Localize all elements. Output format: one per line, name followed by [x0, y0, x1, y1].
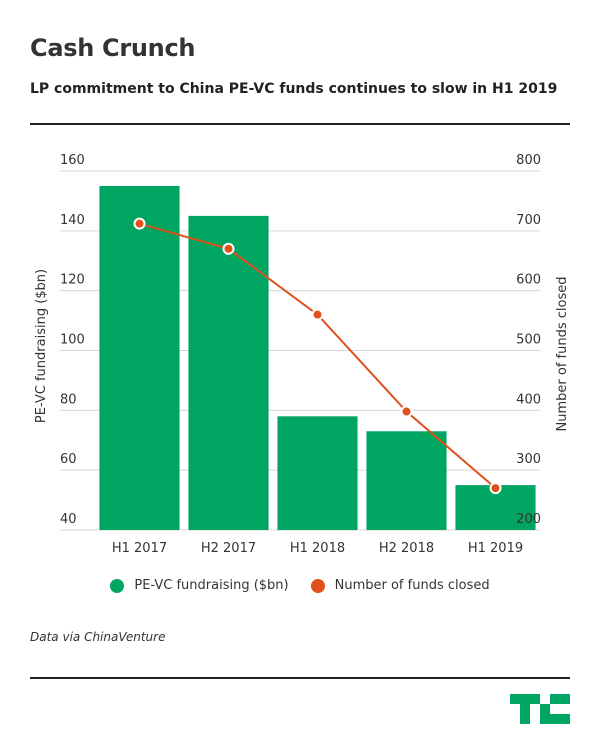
bar-series [99, 185, 536, 531]
legend-item-bars: PE-VC fundraising ($bn) [110, 578, 289, 593]
combo-chart: 40 60 80 100 120 140 160 200 300 400 500 600 700 800… [34, 153, 570, 556]
legend-line-swatch [310, 578, 325, 593]
legend-item-line: Number of funds closed [310, 578, 490, 593]
x-tick-label: H2 2017 [201, 541, 256, 556]
x-tick-label: H1 2019 [468, 541, 523, 556]
source-note: Data via ChinaVenture [30, 630, 166, 644]
bar [366, 431, 447, 530]
right-tick-label: 700 [516, 213, 541, 228]
bar [188, 215, 269, 530]
techcrunch-logo [510, 694, 570, 724]
left-axis-ticks: 40 60 80 100 120 140 160 [60, 153, 85, 527]
line-point [222, 242, 235, 255]
right-axis-label: Number of funds closed [555, 277, 570, 432]
right-tick-label: 200 [516, 512, 541, 527]
bottom-divider [30, 677, 570, 679]
left-tick-label: 60 [60, 452, 77, 467]
right-tick-label: 400 [516, 392, 541, 407]
x-tick-label: H2 2018 [379, 541, 434, 556]
right-tick-label: 500 [516, 333, 541, 348]
x-tick-label: H1 2018 [290, 541, 345, 556]
line-point [489, 482, 502, 495]
legend-bar-swatch [110, 578, 125, 593]
left-tick-label: 140 [60, 213, 85, 228]
left-tick-label: 160 [60, 153, 85, 168]
bar [99, 185, 180, 531]
legend-line-label: Number of funds closed [334, 578, 490, 593]
x-tick-label: H1 2017 [112, 541, 167, 556]
bar [277, 416, 358, 530]
right-tick-label: 300 [516, 452, 541, 467]
top-divider [30, 123, 570, 125]
left-tick-label: 100 [60, 333, 85, 348]
left-axis-label: PE-VC fundraising ($bn) [34, 269, 49, 423]
chart-subtitle: LP commitment to China PE-VC funds conti… [30, 81, 558, 97]
line-series [133, 217, 502, 495]
left-tick-label: 120 [60, 273, 85, 288]
line-point [311, 308, 324, 321]
chart-title: Cash Crunch [30, 34, 196, 62]
line-point [400, 405, 413, 418]
legend: PE-VC fundraising ($bn) Number of funds … [0, 578, 600, 593]
right-axis-ticks: 200 300 400 500 600 700 800 [516, 153, 541, 527]
right-tick-label: 600 [516, 273, 541, 288]
right-tick-label: 800 [516, 153, 541, 168]
legend-bar-label: PE-VC fundraising ($bn) [134, 578, 289, 593]
x-axis-ticks: H1 2017 H2 2017 H1 2018 H2 2018 H1 2019 [112, 541, 523, 556]
left-tick-label: 40 [60, 512, 77, 527]
left-tick-label: 80 [60, 392, 77, 407]
line-point [133, 217, 146, 230]
